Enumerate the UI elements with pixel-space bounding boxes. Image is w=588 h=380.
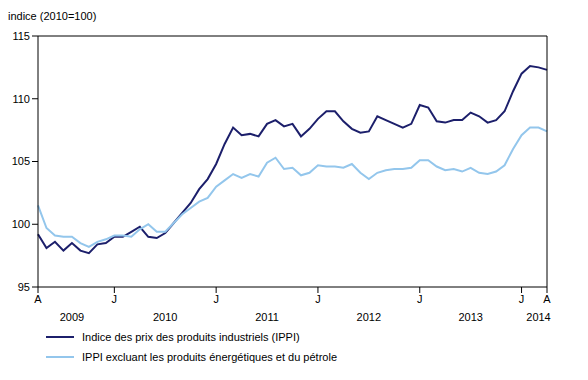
- svg-text:A: A: [543, 293, 551, 305]
- svg-text:105: 105: [12, 155, 30, 167]
- svg-text:2009: 2009: [60, 311, 84, 323]
- svg-text:95: 95: [18, 281, 30, 293]
- svg-text:J: J: [519, 293, 525, 305]
- svg-text:J: J: [112, 293, 118, 305]
- svg-text:J: J: [417, 293, 423, 305]
- svg-text:2010: 2010: [153, 311, 177, 323]
- svg-text:2014: 2014: [526, 311, 550, 323]
- svg-text:115: 115: [12, 30, 30, 42]
- svg-text:A: A: [34, 293, 42, 305]
- svg-text:2011: 2011: [255, 311, 279, 323]
- svg-text:J: J: [315, 293, 321, 305]
- svg-text:100: 100: [12, 218, 30, 230]
- svg-text:2012: 2012: [357, 311, 381, 323]
- svg-text:J: J: [213, 293, 219, 305]
- html-text:IPPI excluant les produits éne: IPPI excluant les produits énergétiques …: [82, 351, 337, 363]
- html-text:Indice des prix des produits i: Indice des prix des produits industriels…: [82, 331, 300, 343]
- svg-text:2013: 2013: [458, 311, 482, 323]
- html-text:indice (2010=100): indice (2010=100): [8, 10, 97, 22]
- svg-text:110: 110: [12, 93, 30, 105]
